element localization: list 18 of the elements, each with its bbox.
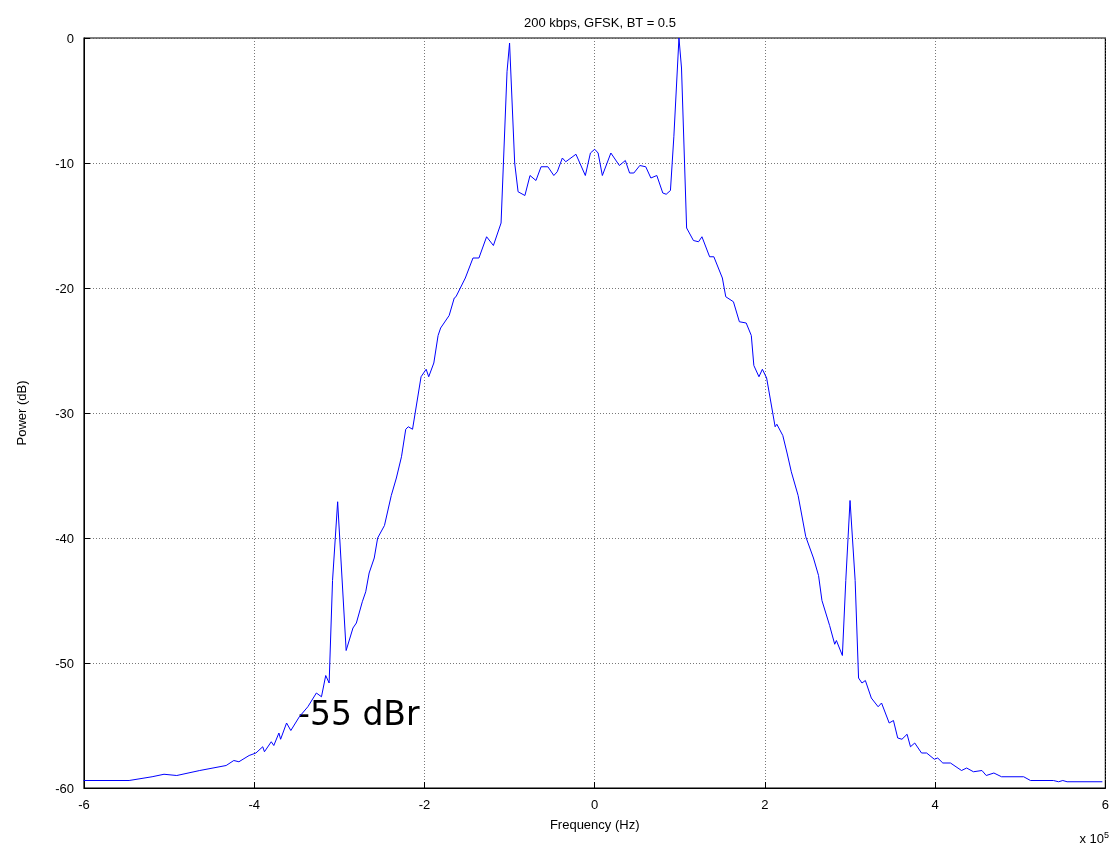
- annotation: -55 dBr: [298, 694, 420, 733]
- x-tick-label: -6: [78, 797, 90, 812]
- y-tick-label: -30: [55, 405, 74, 421]
- y-tick-label: 0: [66, 30, 74, 46]
- x-tick-label: -2: [418, 797, 431, 812]
- x-axis-title: Frequency (Hz): [549, 817, 640, 832]
- y-tick-label: -20: [55, 280, 74, 296]
- y-tick-label: -60: [55, 780, 74, 796]
- x-tick-label: -4: [248, 797, 261, 812]
- x-tick-label: 2: [761, 797, 769, 812]
- y-tick-label: -10: [55, 155, 74, 171]
- chart-title: 200 kbps, GFSK, BT = 0.5: [524, 15, 676, 30]
- x-tick-label: 4: [931, 797, 939, 812]
- y-tick-label: -40: [55, 530, 74, 546]
- y-axis-title: Power (dB): [14, 380, 29, 446]
- x-tick-label: 0: [591, 797, 599, 812]
- x-tick-label: 6: [1101, 797, 1109, 812]
- y-tick-label: -50: [55, 655, 74, 671]
